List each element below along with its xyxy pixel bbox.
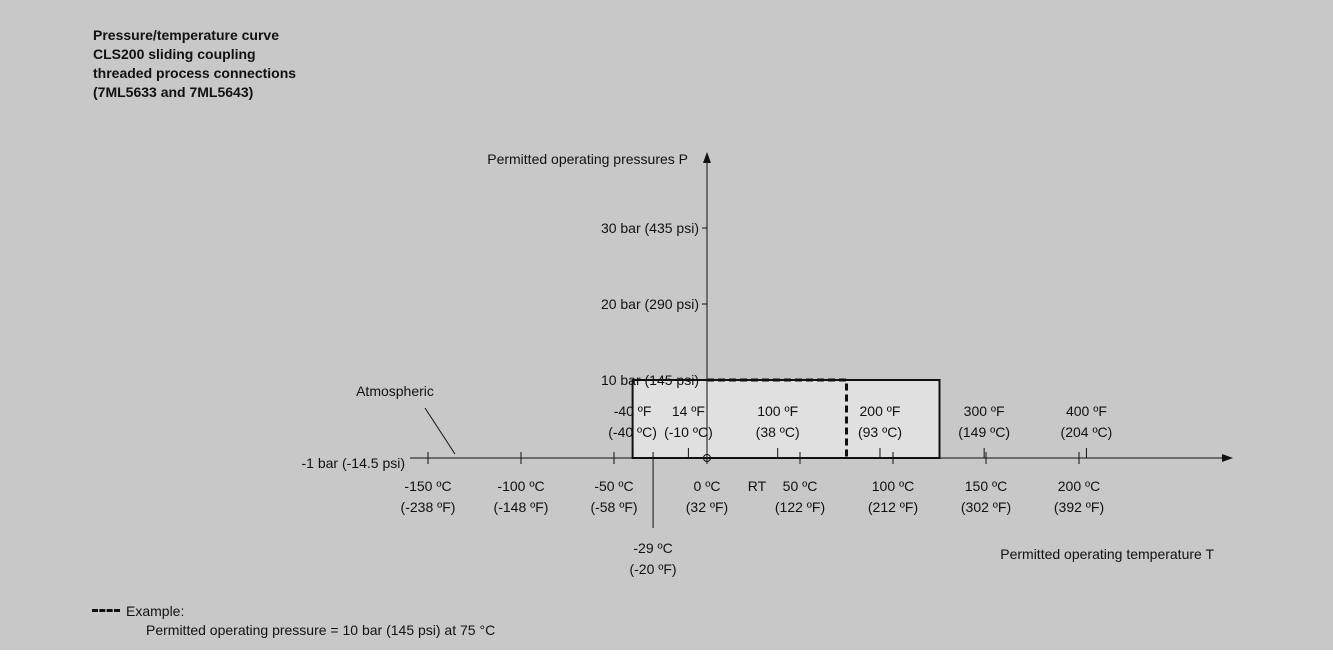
title-line: threaded process connections — [93, 65, 297, 81]
x-tick-label-fahrenheit: (32 ºF) — [686, 499, 728, 515]
y-axis-title: Permitted operating pressures P — [487, 151, 688, 167]
rt-label: RT — [748, 478, 767, 494]
top-tick-label-fahrenheit: -40 ºF — [614, 403, 652, 419]
y-tick-label: 10 bar (145 psi) — [601, 372, 699, 388]
x-axis-title: Permitted operating temperature T — [1000, 546, 1214, 562]
min-temp-label-fahrenheit: (-20 ºF) — [629, 561, 676, 577]
top-tick-label-fahrenheit: 14 ºF — [672, 403, 705, 419]
top-tick-label-fahrenheit: 300 ºF — [964, 403, 1005, 419]
dashed-line-swatch — [92, 608, 120, 612]
x-tick-label-fahrenheit: (-148 ºF) — [494, 499, 549, 515]
x-tick-label-fahrenheit: (-58 ºF) — [590, 499, 637, 515]
top-tick-label-celsius: (38 ºC) — [756, 424, 800, 440]
atmospheric-label: Atmospheric — [356, 383, 434, 399]
x-tick-label-celsius: 100 ºC — [872, 478, 914, 494]
top-tick-label-celsius: (-40 ºC) — [608, 424, 657, 440]
x-tick-label-fahrenheit: (392 ºF) — [1054, 499, 1104, 515]
x-tick-label-celsius: 150 ºC — [965, 478, 1007, 494]
x-tick-label-celsius: -100 ºC — [497, 478, 544, 494]
top-tick-label-celsius: (93 ºC) — [858, 424, 902, 440]
title-line: CLS200 sliding coupling — [93, 46, 256, 62]
top-tick-label-celsius: (204 ºC) — [1061, 424, 1113, 440]
x-tick-label-celsius: 50 ºC — [783, 478, 818, 494]
title-line: Pressure/temperature curve — [93, 27, 279, 43]
x-tick-label-celsius: 0 ºC — [694, 478, 721, 494]
top-tick-label-celsius: (149 ºC) — [958, 424, 1010, 440]
legend-row: Example: — [92, 602, 495, 621]
legend-label: Example: — [126, 603, 185, 619]
example-dashed-line — [707, 378, 848, 458]
figure-title: Pressure/temperature curve CLS200 slidin… — [93, 26, 493, 102]
min-temp-label-celsius: -29 ºC — [633, 540, 672, 556]
top-tick-label-fahrenheit: 400 ºF — [1066, 403, 1107, 419]
y-tick-label: 30 bar (435 psi) — [601, 220, 699, 236]
x-tick-label-fahrenheit: (-238 ºF) — [401, 499, 456, 515]
legend-description: Permitted operating pressure = 10 bar (1… — [146, 622, 496, 638]
y-tick-label: -1 bar (-14.5 psi) — [302, 455, 405, 471]
x-tick-label-celsius: 200 ºC — [1058, 478, 1100, 494]
permitted-region — [631, 379, 941, 459]
x-tick-label-fahrenheit: (122 ºF) — [775, 499, 825, 515]
x-tick-label-celsius: -150 ºC — [404, 478, 451, 494]
legend: Example: Permitted operating pressure = … — [92, 602, 495, 640]
title-line: (7ML5633 and 7ML5643) — [93, 84, 254, 100]
top-tick-label-fahrenheit: 100 ºF — [757, 403, 798, 419]
x-tick-label-fahrenheit: (302 ºF) — [961, 499, 1011, 515]
atmospheric-leader-line — [424, 407, 456, 455]
x-axis-arrow-icon — [1222, 454, 1233, 462]
y-tick-label: 20 bar (290 psi) — [601, 296, 699, 312]
top-tick-label-celsius: (-10 ºC) — [664, 424, 713, 440]
x-tick-label-fahrenheit: (212 ºF) — [868, 499, 918, 515]
y-axis-arrow-icon — [703, 152, 711, 163]
x-tick-label-celsius: -50 ºC — [594, 478, 633, 494]
top-tick-label-fahrenheit: 200 ºF — [860, 403, 901, 419]
